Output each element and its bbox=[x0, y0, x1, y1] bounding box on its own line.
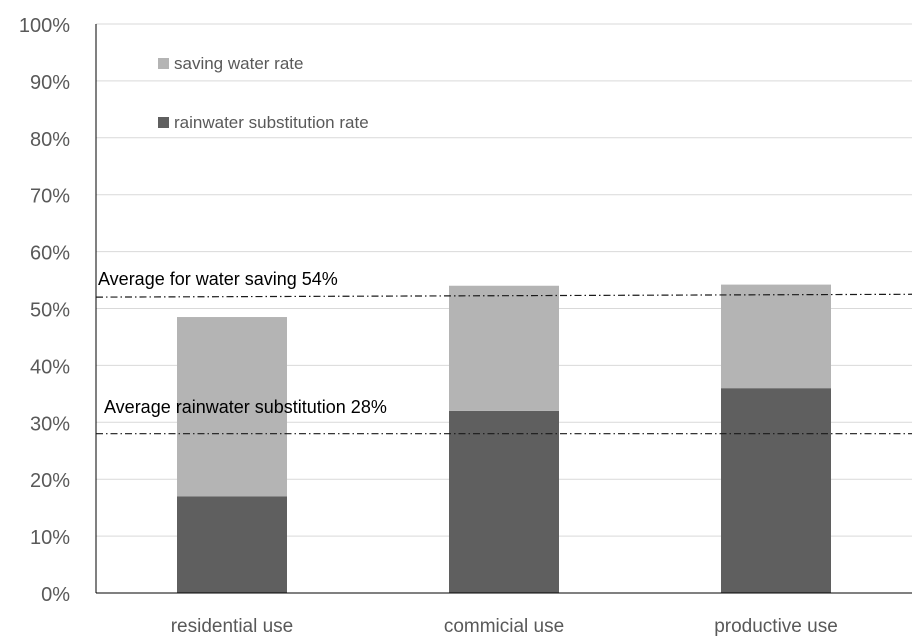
y-tick-label: 50% bbox=[30, 300, 70, 322]
bar-rainwater-substitution bbox=[449, 410, 559, 593]
legend-swatch bbox=[158, 58, 169, 69]
legend: saving water rate rainwater substitution … bbox=[158, 54, 369, 132]
bar-rainwater-substitution bbox=[721, 388, 831, 593]
bar-saving-water bbox=[449, 285, 559, 411]
legend-label: saving water rate bbox=[174, 54, 303, 73]
y-tick-label: 80% bbox=[30, 129, 70, 151]
reference-lines: Average for water saving 54% Average rain… bbox=[95, 269, 912, 435]
x-tick-label: productive use bbox=[714, 616, 838, 637]
bars bbox=[177, 284, 831, 593]
y-tick-label: 70% bbox=[30, 186, 70, 208]
y-tick-label: 30% bbox=[30, 413, 70, 435]
reference-line-label: Average rainwater substitution 28% bbox=[104, 397, 387, 417]
y-tick-label: 60% bbox=[30, 243, 70, 265]
bar-saving-water bbox=[721, 284, 831, 389]
reference-line bbox=[95, 293, 912, 298]
x-tick-label: commicial use bbox=[444, 616, 564, 637]
y-tick-label: 0% bbox=[41, 584, 70, 606]
y-tick-label: 10% bbox=[30, 527, 70, 549]
bar-saving-water bbox=[177, 317, 287, 497]
y-tick-label: 100% bbox=[19, 15, 70, 37]
y-tick-label: 40% bbox=[30, 356, 70, 378]
y-tick-label: 20% bbox=[30, 470, 70, 492]
reference-line-label: Average for water saving 54% bbox=[98, 269, 338, 289]
axes: 0% 10% 20% 30% 40% 50% 60% 70% 80% 90% 100% residen… bbox=[19, 15, 912, 637]
legend-swatch bbox=[158, 117, 169, 128]
y-tick-label: 90% bbox=[30, 72, 70, 94]
bar-rainwater-substitution bbox=[177, 496, 287, 593]
legend-label: rainwater substitution rate bbox=[174, 113, 369, 132]
x-tick-label: residential use bbox=[171, 616, 294, 637]
